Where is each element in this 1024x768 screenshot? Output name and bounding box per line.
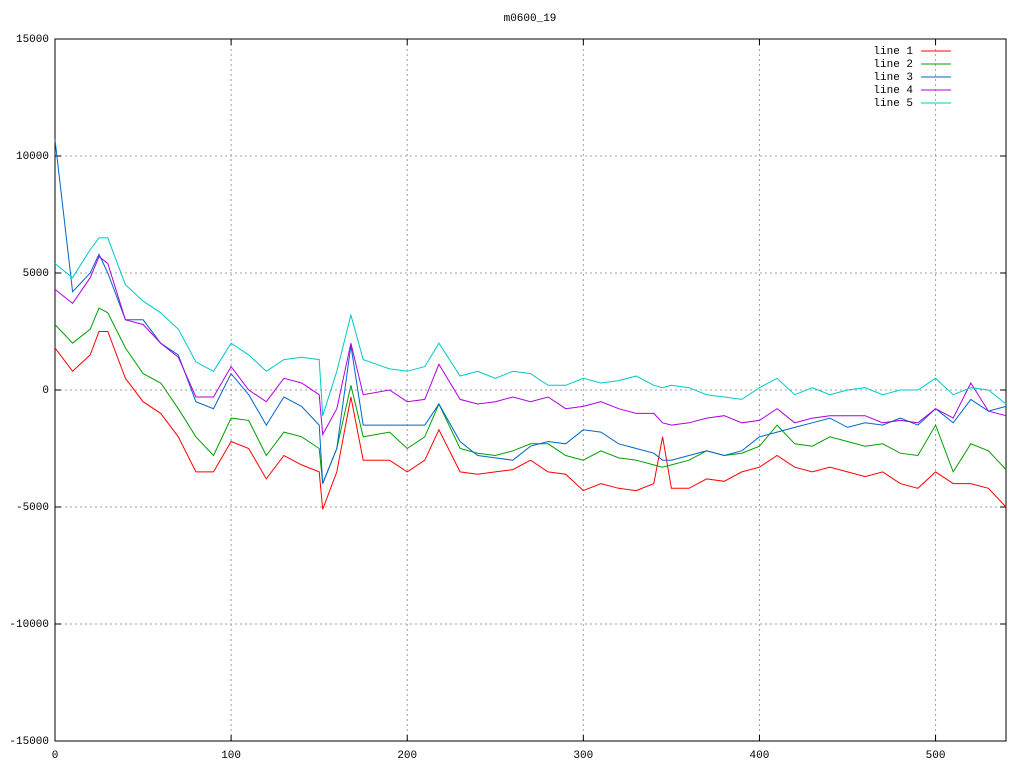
legend-label: line 5 [873, 98, 913, 110]
legend-label: line 4 [873, 85, 913, 97]
y-tick-label: -5000 [16, 502, 49, 514]
series-line [54, 331, 1007, 510]
y-tick-label: 10000 [16, 151, 49, 163]
series-line [54, 237, 1007, 416]
series-line [54, 139, 1007, 484]
legend-label: line 3 [873, 72, 913, 84]
x-tick-label: 0 [52, 750, 59, 762]
y-tick-label: 5000 [23, 268, 49, 280]
legend-label: line 1 [873, 46, 913, 58]
x-tick-label: 300 [573, 750, 593, 762]
series-line [54, 255, 1007, 437]
x-tick-label: 500 [926, 750, 946, 762]
series-line [54, 307, 1007, 484]
y-tick-label: -10000 [9, 619, 49, 631]
x-tick-label: 200 [397, 750, 417, 762]
plot-frame [54, 38, 1007, 742]
chart-title: m0600_19 [504, 13, 557, 25]
x-tick-label: 100 [221, 750, 241, 762]
y-tick-label: -15000 [9, 736, 49, 748]
legend-label: line 2 [873, 59, 913, 71]
y-tick-label: 15000 [16, 34, 49, 46]
x-tick-label: 400 [750, 750, 770, 762]
y-tick-label: 0 [42, 385, 49, 397]
